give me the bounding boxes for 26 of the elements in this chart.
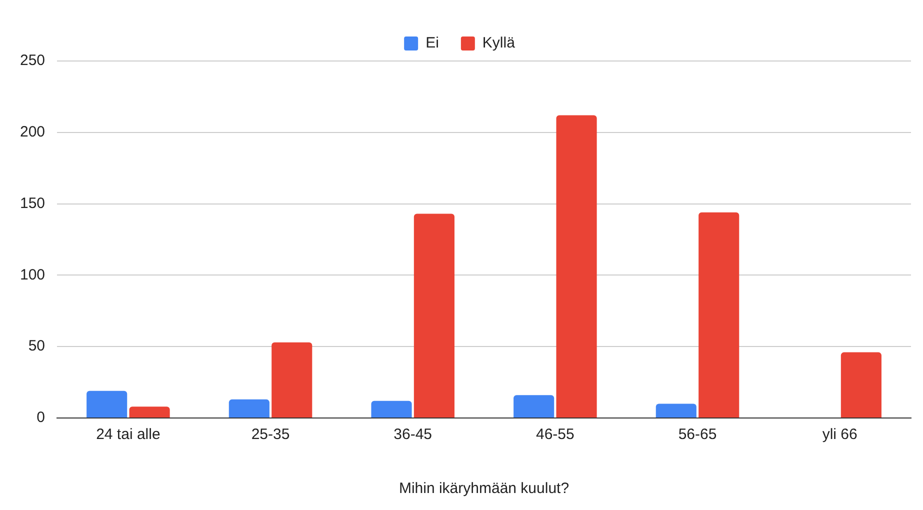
x-tick-label: yli 66 [822,426,858,444]
bar [514,395,554,418]
legend-label: Kyllä [482,34,516,52]
x-tick-label: 46-55 [536,426,574,444]
x-tick-label: 24 tai alle [96,426,160,444]
bar [556,115,597,418]
bar [698,212,740,418]
x-tick-label: 25-35 [251,426,290,444]
y-tick-label: 0 [36,409,46,426]
y-tick-label: 50 [28,338,46,355]
y-tick-label: 100 [20,266,46,284]
y-tick-label: 200 [20,124,46,141]
y-tick-label: 150 [20,194,46,212]
x-tick-label: 36-45 [394,426,432,444]
y-tick-label: 250 [20,52,46,70]
bar [656,404,696,418]
bar [129,406,170,418]
legend-label: Ei [426,34,439,52]
bar [371,400,412,418]
bar [840,352,882,418]
x-tick-label: 56-65 [678,426,717,444]
bar [228,399,270,418]
x-axis-title: Mihin ikäryhmään kuulut? [398,480,570,498]
bar [86,390,128,418]
bar [272,342,312,418]
bar [414,214,454,418]
